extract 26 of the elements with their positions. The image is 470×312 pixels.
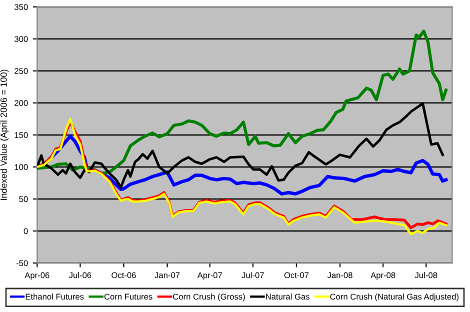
- legend-label: Corn Futures: [104, 294, 152, 300]
- legend-label: Ethanol Futures: [26, 294, 84, 300]
- x-tick-label: Jan-08: [327, 272, 352, 278]
- y-tick-label: 200: [14, 100, 28, 106]
- x-tick-label: Oct-06: [112, 272, 136, 278]
- y-axis-title: Indexed Value (April 2006 = 100): [0, 70, 9, 200]
- x-tick-label: Jul-08: [414, 272, 438, 278]
- y-tick-label: 300: [14, 36, 28, 42]
- x-tick-label: Apr-08: [370, 272, 396, 280]
- legend-label: Corn Crush (Gross): [173, 294, 245, 302]
- x-tick-label: Jul-07: [242, 272, 264, 278]
- legend-label: Natural Gas: [266, 294, 310, 300]
- y-tick-label: 150: [14, 132, 28, 138]
- y-tick-label: -50: [16, 260, 28, 266]
- x-tick-label: Jul-06: [68, 272, 92, 278]
- line-series: [37, 30, 448, 175]
- x-tick-label: Apr-07: [197, 272, 222, 280]
- y-tick-label: 100: [14, 164, 28, 170]
- y-tick-label: 50: [19, 196, 28, 202]
- x-tick-label: Oct-07: [284, 272, 309, 278]
- y-tick-label: 350: [14, 4, 28, 10]
- y-tick-label: 0: [24, 228, 28, 234]
- x-tick-label: Jan-07: [154, 272, 180, 278]
- x-tick-label: Apr-06: [24, 272, 50, 280]
- legend-label: Corn Crush (Natural Gas Adjusted): [330, 294, 458, 302]
- y-tick-label: 250: [14, 68, 28, 74]
